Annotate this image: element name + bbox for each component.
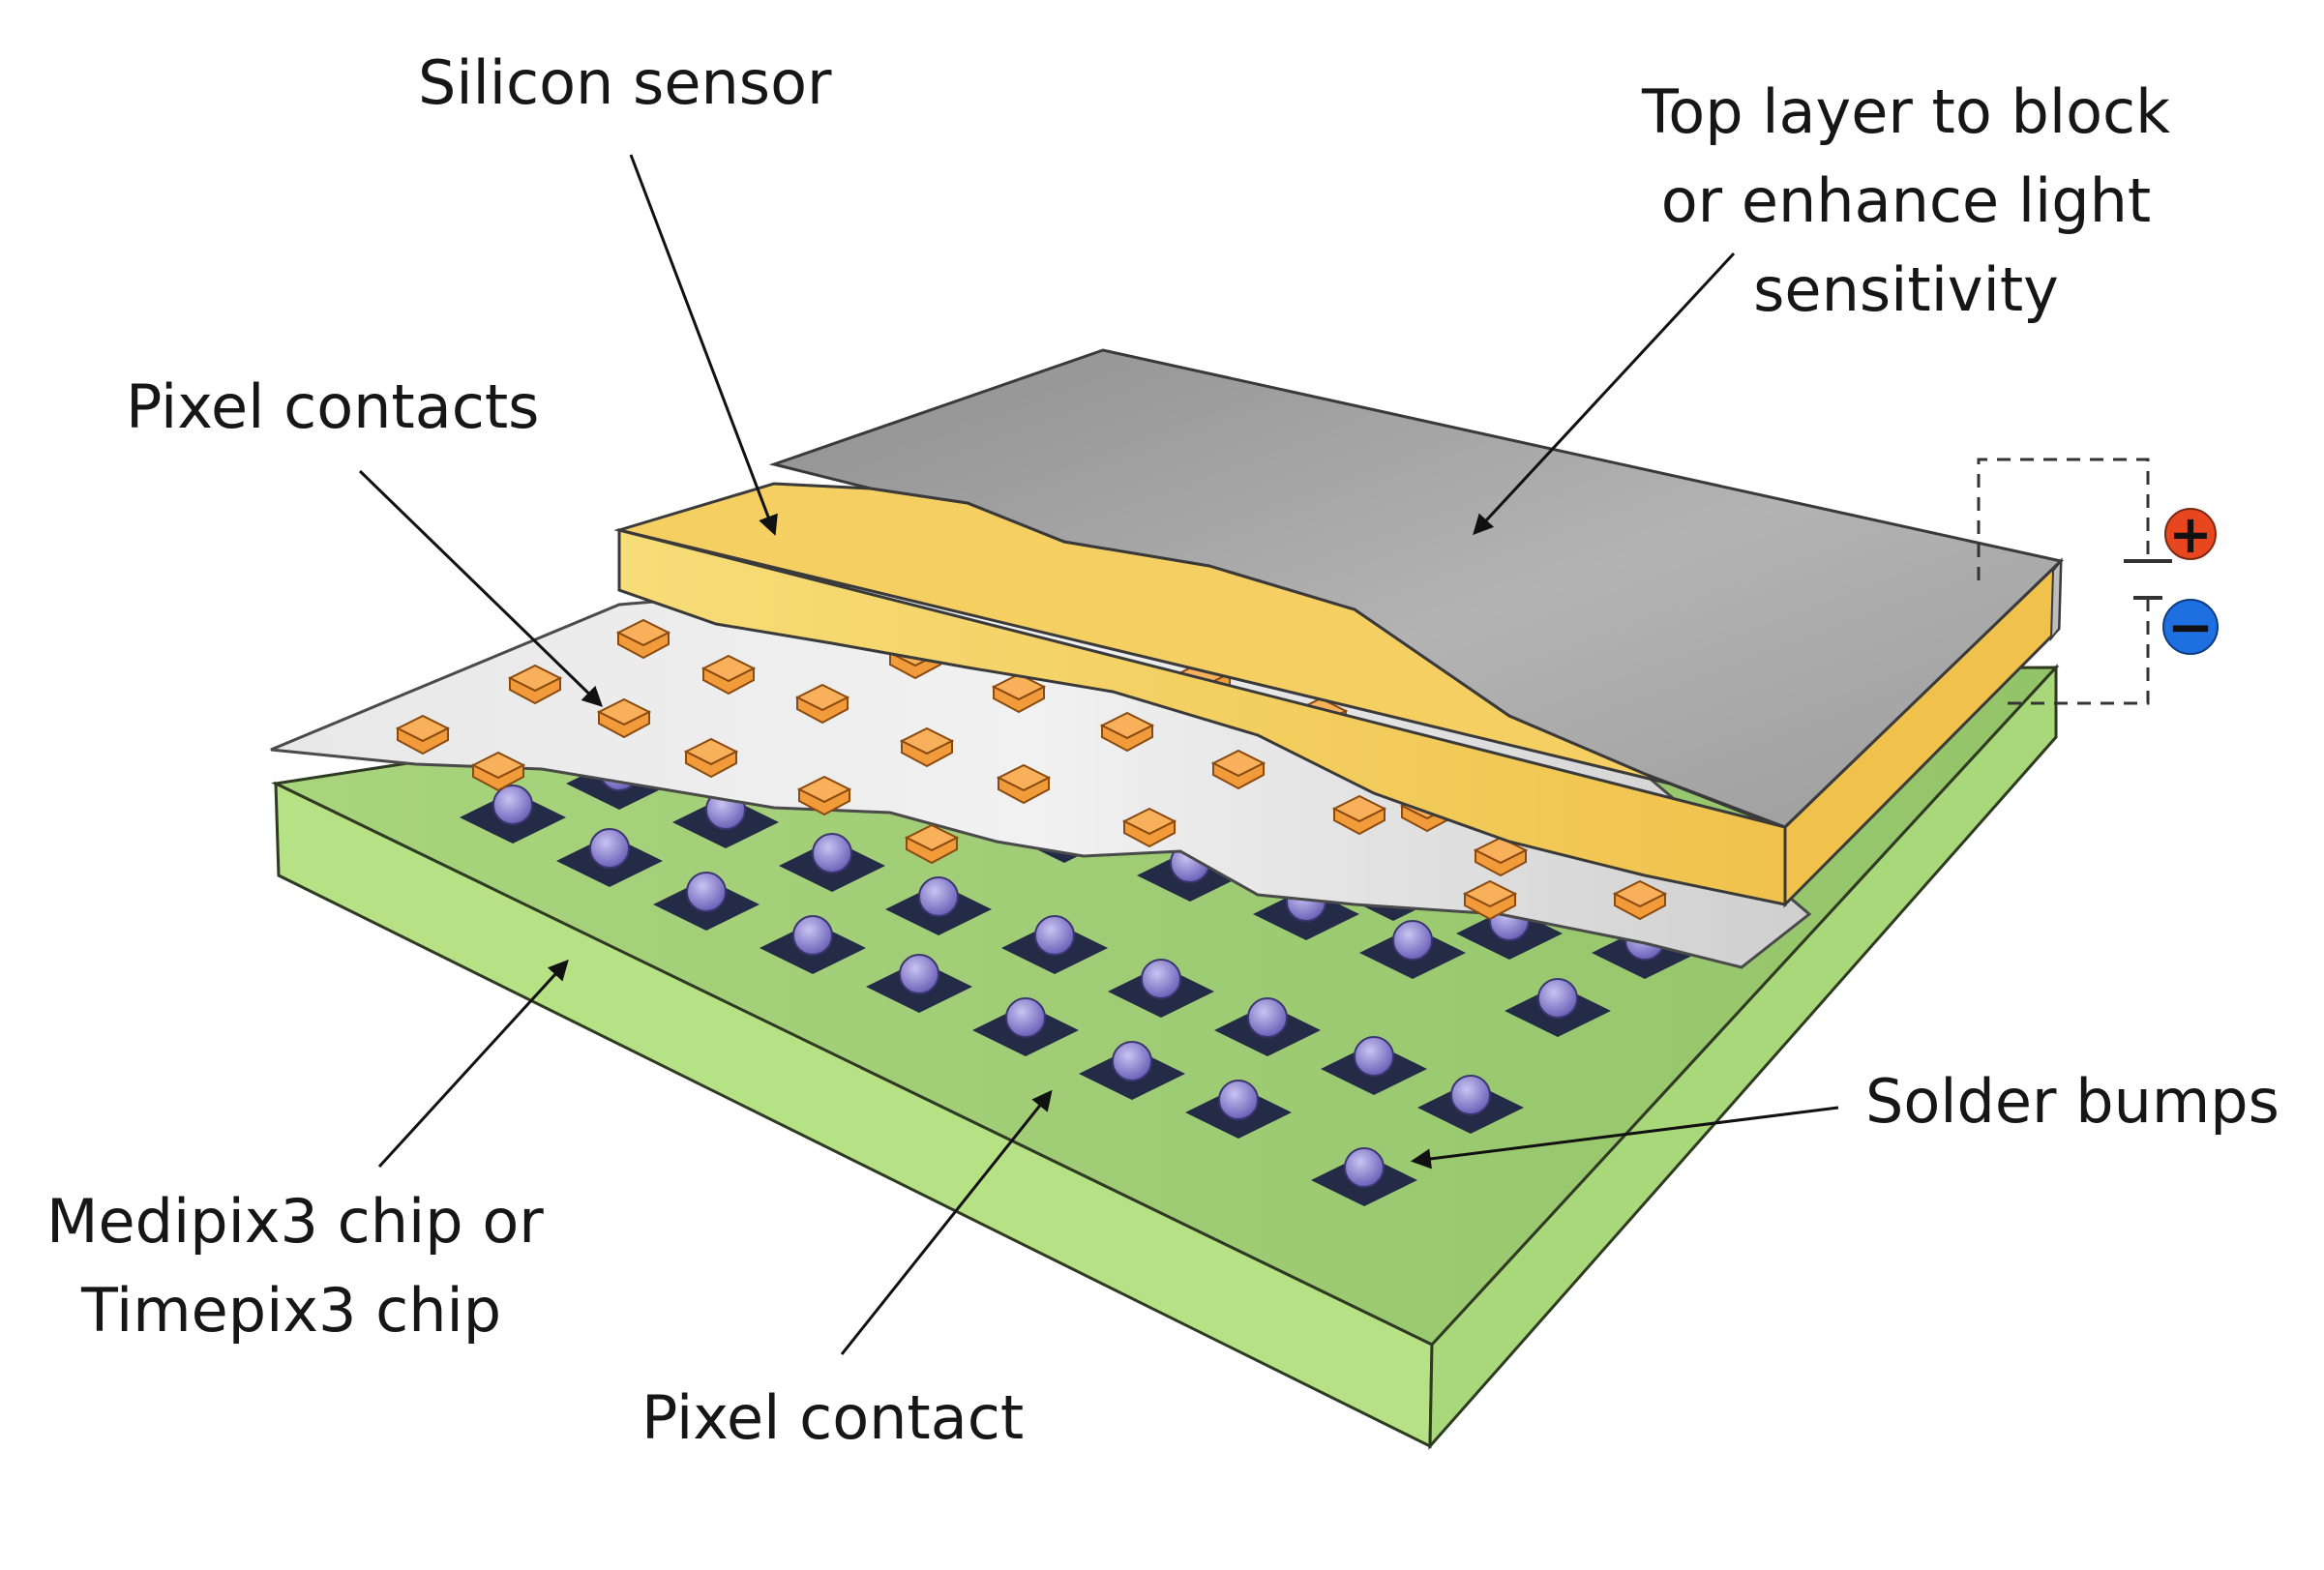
pixel-contact-side [472,763,524,792]
solder-bump [1450,1075,1491,1115]
minus-terminal-icon [2162,599,2219,655]
solder-bump [792,915,833,956]
pixel-contact-side [1614,892,1666,921]
solder-bump [1247,997,1288,1038]
label-chip: Medipix3 chip or Timepix3 chip [46,1186,544,1346]
label-silicon-sensor: Silicon sensor [418,47,832,118]
sensor-layer [613,348,2065,908]
arrow-pixel-contact [840,1089,1053,1355]
bias-circuit: + − [1977,458,2219,705]
solder-bump [1218,1080,1259,1120]
solder-bump [918,876,959,917]
solder-bump [589,828,630,869]
pixel-contact-side [702,667,755,696]
solder-bump [1344,1147,1385,1188]
leader-arrows [358,154,1839,1355]
pixel-contact-side [509,676,561,705]
chip-right-face [1428,664,2058,1451]
pixel-contact-side [1475,848,1527,877]
solder-bump [1005,997,1046,1038]
solder-bump [1354,1036,1394,1077]
pixel-contact-side [1212,761,1265,790]
solder-bump [1112,1041,1152,1081]
label-pixel-contacts: Pixel contacts [126,371,540,442]
plus-terminal-icon [2164,508,2217,560]
solder-bump [492,785,533,825]
bias-wire-lower [2003,598,2150,705]
label-top-layer: Top layer to block or enhance light sens… [1641,76,2171,325]
pixel-contact-side [1101,724,1153,753]
solder-bump [686,872,727,912]
arrow-chip [377,959,569,1169]
pixel-contact-side [685,750,737,779]
pixel-contact-side [397,726,449,755]
arrow-silicon-sensor [629,154,778,536]
solder-bump [1392,920,1433,961]
label-pixel-contact: Pixel contact [641,1382,1025,1453]
solder-bump [1537,978,1578,1019]
solder-bump [899,954,939,994]
pixel-contact-side [906,836,958,865]
pixel-contact-side [1464,892,1516,921]
arrow-solder-bumps [1410,1106,1839,1170]
pixel-contact-side [998,776,1050,805]
top-layer-edge [2049,558,2063,641]
pixel-contact-side [617,631,670,660]
label-solder-bumps: Solder bumps [1865,1066,2279,1137]
minus-sign: − [2167,594,2215,660]
solder-bump [1034,915,1075,956]
top-layer [768,348,2065,829]
pixel-contact-side [993,685,1045,714]
plus-sign: + [2168,504,2212,565]
pixel-contact-side [598,710,650,739]
arrow-top-layer [1473,252,1736,536]
solder-bump [812,833,852,874]
pixel-contact-side [798,787,850,816]
pixel-contact-side [1333,807,1385,836]
arrow-pixel-contacts [358,469,604,707]
pixel-contact-side [1123,819,1176,848]
solder-bump [1141,959,1181,999]
pixel-contact-side [901,739,953,768]
pixel-contact-side [796,696,849,725]
